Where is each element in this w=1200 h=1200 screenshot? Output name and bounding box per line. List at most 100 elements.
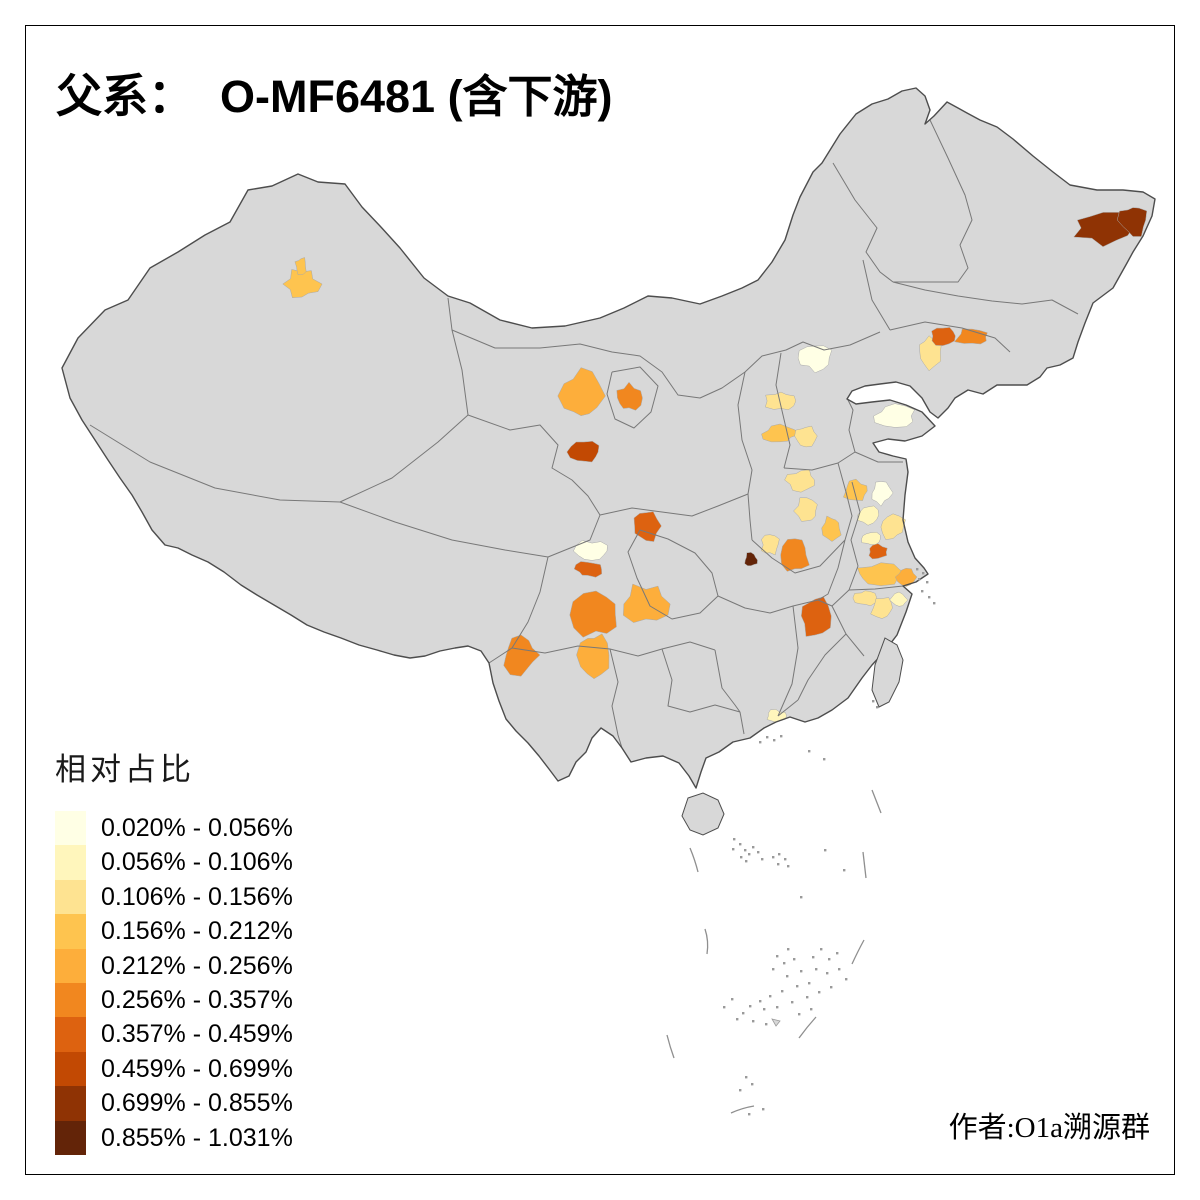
small-island-dot	[843, 869, 846, 872]
small-island-dot	[742, 1012, 745, 1015]
small-island-dot	[740, 856, 743, 859]
region-urumqi	[282, 269, 323, 298]
small-island-dot	[748, 1113, 751, 1116]
legend-swatch-7	[55, 1017, 86, 1052]
small-island-dot	[759, 741, 762, 744]
sea-boundary-dash	[730, 1105, 755, 1114]
province-border	[737, 371, 753, 495]
legend-range-label: 0.056% - 0.106%	[101, 848, 293, 877]
sea-boundary-dash	[862, 851, 867, 879]
province-border	[467, 414, 601, 558]
province-border	[89, 297, 469, 503]
national-border	[61, 87, 1156, 789]
plot-frame	[25, 25, 1175, 1175]
small-island-dot	[823, 758, 826, 761]
small-island-dot	[769, 995, 772, 998]
map-border-layer	[61, 87, 1156, 789]
title-haplogroup: O-MF6481 (含下游)	[220, 71, 613, 122]
small-island-dot	[926, 581, 929, 584]
taiwan-island	[871, 637, 904, 708]
region-wuzhong	[616, 381, 643, 411]
legend-row: 0.056% - 0.106%	[55, 845, 293, 880]
map-title: 父系： O-MF6481 (含下游)	[56, 60, 613, 126]
region-shanghai-adjacent	[894, 568, 918, 587]
region-nanjing	[868, 543, 888, 560]
province-border	[854, 451, 903, 463]
map-islands-layer	[666, 568, 936, 1116]
small-island-dot	[922, 572, 925, 575]
province-border	[777, 605, 799, 717]
sea-boundary-dash	[871, 789, 882, 814]
small-island-dot	[748, 853, 751, 856]
region-dali	[503, 634, 541, 677]
legend-row: 0.156% - 0.212%	[55, 914, 293, 949]
small-island-dot	[824, 849, 827, 852]
small-island-dot	[749, 1005, 752, 1008]
small-island-dot	[800, 896, 803, 899]
small-island-dot	[773, 739, 776, 742]
region-hangzhou	[870, 597, 893, 619]
region-fuyang	[821, 515, 842, 542]
legend: 相对占比 0.020% - 0.056% 0.056% - 0.106% 0.106…	[55, 744, 293, 1155]
small-island-dot	[793, 958, 796, 961]
region-suqian	[857, 505, 880, 526]
small-island-dot	[723, 1006, 726, 1009]
small-island-dot	[845, 978, 848, 981]
province-border	[661, 648, 741, 713]
small-island-dot	[763, 1008, 766, 1011]
small-island-dot	[921, 590, 924, 593]
region-nanyang	[760, 534, 780, 556]
province-border	[661, 641, 716, 651]
small-island-dot	[739, 843, 742, 846]
small-island-dot	[739, 1089, 742, 1092]
province-border	[488, 556, 549, 664]
region-xingtai	[794, 425, 818, 448]
region-jiaxing	[889, 591, 909, 607]
province-border	[627, 529, 719, 620]
small-island-dot	[806, 996, 809, 999]
small-island-dot	[736, 1018, 739, 1021]
province-border	[837, 462, 853, 541]
region-chengdu	[573, 540, 608, 561]
legend-row: 0.357% - 0.459%	[55, 1017, 293, 1052]
province-border	[832, 162, 894, 283]
province-border	[817, 539, 846, 601]
region-guangyuan	[633, 511, 662, 542]
legend-swatch-3	[55, 879, 86, 915]
small-island-dot	[815, 968, 818, 971]
small-island-dot	[762, 1108, 765, 1111]
small-island-dot	[928, 596, 931, 599]
small-island-dot	[791, 1001, 794, 1004]
legend-range-label: 0.357% - 0.459%	[101, 1020, 293, 1049]
legend-swatch-6	[55, 982, 86, 1018]
region-huaian	[880, 513, 906, 540]
small-island-dot	[820, 948, 823, 951]
map-base-layer	[62, 88, 1155, 788]
small-island-dot	[786, 975, 789, 978]
small-island-dot	[780, 735, 783, 738]
small-island-dot	[787, 865, 790, 868]
small-island-dot	[751, 1083, 754, 1086]
small-island-dot	[830, 986, 833, 989]
province-border	[606, 366, 659, 429]
legend-range-label: 0.256% - 0.357%	[101, 985, 293, 1014]
small-island-dot	[828, 958, 831, 961]
province-border	[777, 331, 881, 353]
sea-boundary-dash	[704, 928, 709, 955]
small-island-dot	[757, 851, 760, 854]
province-border	[889, 321, 1011, 353]
china-mainland-fill	[62, 88, 1155, 788]
province-border	[599, 493, 749, 517]
title-prefix: 父系：	[56, 71, 194, 122]
region-yibin	[569, 590, 617, 638]
small-island-dot	[810, 1008, 813, 1011]
province-border	[739, 711, 745, 735]
province-border	[892, 281, 1079, 315]
legend-row: 0.020% - 0.056%	[55, 811, 293, 846]
small-island-dot	[918, 578, 921, 581]
region-huzhou	[852, 590, 878, 607]
small-island-dot	[759, 1000, 762, 1003]
region-suzhou-wuxi-band	[857, 562, 907, 586]
map-colored-regions	[282, 207, 1148, 723]
